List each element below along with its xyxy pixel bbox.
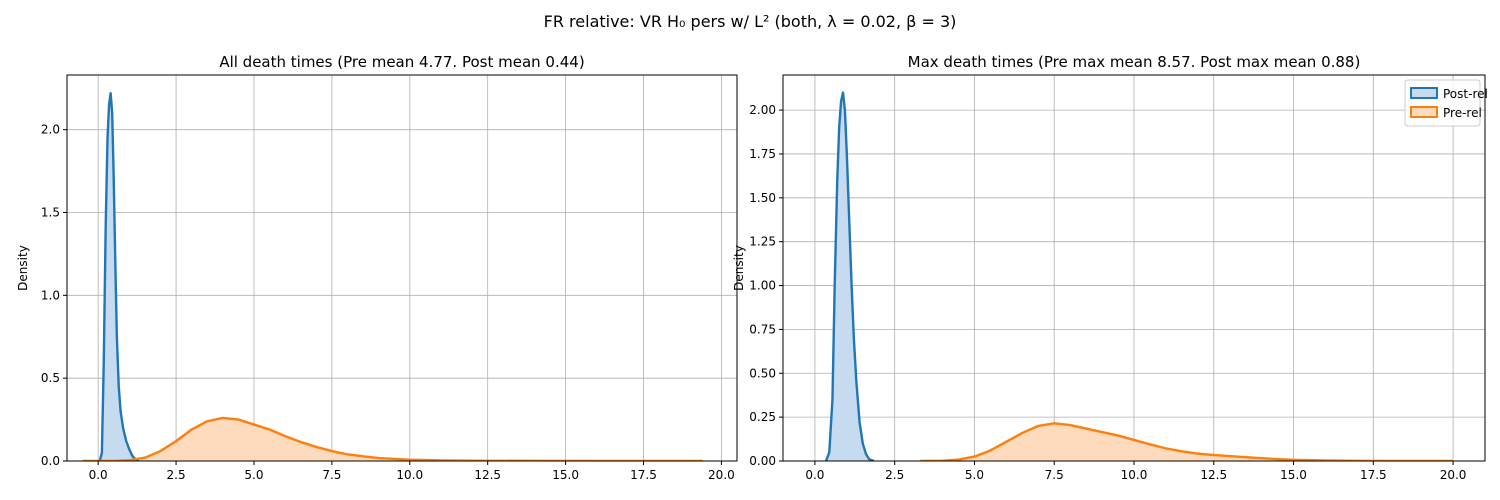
x-tick-label: 12.5: [1200, 468, 1227, 482]
x-tick-label: 15.0: [552, 468, 579, 482]
x-tick-label: 17.5: [1360, 468, 1387, 482]
density-line-post-rel: [824, 91, 875, 461]
x-tick-label: 2.5: [167, 468, 186, 482]
x-tick-label: 10.0: [1121, 468, 1148, 482]
x-tick-label: 5.0: [965, 468, 984, 482]
x-tick-label: 7.5: [1045, 468, 1064, 482]
x-tick-label: 10.0: [396, 468, 423, 482]
x-tick-label: 7.5: [322, 468, 341, 482]
figure-suptitle: FR relative: VR H₀ pers w/ L² (both, λ =…: [544, 12, 957, 31]
x-tick-label: 20.0: [1440, 468, 1467, 482]
subplot-title: All death times (Pre mean 4.77. Post mea…: [219, 53, 584, 71]
subplot-title: Max death times (Pre max mean 8.57. Post…: [908, 53, 1361, 71]
y-tick-label: 1.25: [749, 235, 776, 249]
x-tick-label: 15.0: [1280, 468, 1307, 482]
y-tick-label: 0.00: [749, 454, 776, 468]
density-line-pre-rel: [920, 422, 1454, 461]
density-fill-pre-rel: [82, 417, 703, 461]
y-axis-label: Density: [732, 245, 746, 291]
density-fill-pre-rel: [920, 423, 1454, 461]
x-tick-label: 5.0: [244, 468, 263, 482]
plot-area: [82, 92, 703, 461]
y-tick-label: 0.0: [41, 454, 60, 468]
density-line-post-rel: [98, 92, 140, 461]
plot-area: [824, 91, 1454, 461]
y-tick-label: 0.25: [749, 410, 776, 424]
legend-swatch-post-rel: [1410, 87, 1438, 99]
x-tick-label: 12.5: [474, 468, 501, 482]
y-tick-label: 0.5: [41, 371, 60, 385]
density-line-pre-rel: [82, 416, 703, 461]
density-fill-post-rel: [99, 93, 139, 461]
subplot-max-death-times: 0.0 2.5 5.0 7.5 10.0 12.5 15.0 17.5 20.0 0.00 0.25…: [732, 53, 1488, 482]
y-tick-label: 1.75: [749, 147, 776, 161]
x-tick-label: 17.5: [630, 468, 657, 482]
legend-label-pre-rel: Pre-rel: [1443, 106, 1482, 120]
legend: Post-rel Pre-rel: [1404, 79, 1488, 127]
y-tick-label: 1.5: [41, 206, 60, 220]
y-tick-label: 2.00: [749, 103, 776, 117]
x-tick-label: 0.0: [805, 468, 824, 482]
axes-frame: [66, 74, 738, 462]
y-tick-label: 0.75: [749, 322, 776, 336]
y-axis-label: Density: [16, 245, 30, 291]
y-tick-label: 1.0: [41, 288, 60, 302]
legend-swatch-pre-rel: [1410, 106, 1438, 118]
legend-label-post-rel: Post-rel: [1443, 87, 1488, 101]
y-tick-label: 1.50: [749, 191, 776, 205]
x-tick-label: 20.0: [708, 468, 735, 482]
y-tick-label: 2.0: [41, 123, 60, 137]
subplot-all-death-times: 0.0 2.5 5.0 7.5 10.0 12.5 15.0 17.5 20.0 0.0 0.5 1.…: [16, 53, 738, 482]
y-tick-label: 0.50: [749, 366, 776, 380]
x-tick-label: 0.0: [89, 468, 108, 482]
y-tick-label: 1.00: [749, 279, 776, 293]
x-tick-label: 2.5: [885, 468, 904, 482]
